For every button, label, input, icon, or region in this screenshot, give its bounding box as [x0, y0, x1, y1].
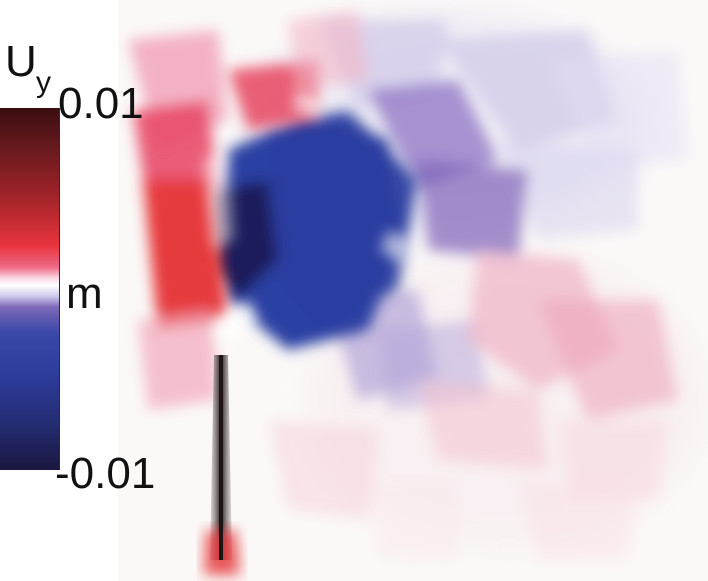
displacement-field-map: [118, 0, 708, 581]
colorbar-quantity-label: U: [5, 37, 37, 86]
colorbar: [0, 108, 60, 470]
positive-displacement-lobe: [128, 10, 368, 410]
colorbar-unit-label: m: [66, 269, 103, 318]
colorbar-min-tick-label: -0.01: [55, 449, 156, 498]
negative-displacement-lobe: [318, 20, 688, 410]
crack-notch: [204, 355, 240, 575]
colorbar-quantity-subscript: y: [36, 66, 51, 99]
colorbar-gradient: [0, 108, 59, 470]
colorbar-max-tick-label: 0.01: [58, 79, 144, 128]
